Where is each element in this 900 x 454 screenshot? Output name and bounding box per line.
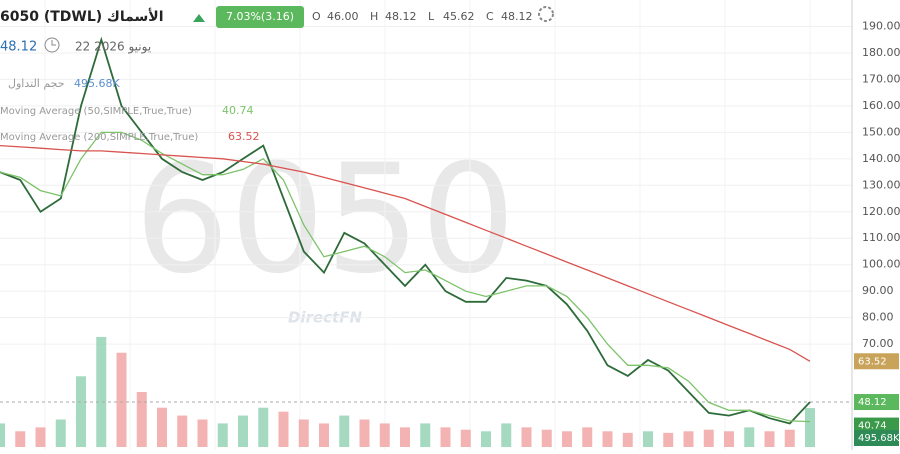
volume-bar xyxy=(724,431,734,447)
volume-bar xyxy=(197,419,208,447)
ohlc-key: C xyxy=(486,10,494,23)
volume-bar xyxy=(440,427,451,447)
volume-bar xyxy=(481,431,491,447)
volume-bar xyxy=(683,431,694,447)
volume-bar xyxy=(55,419,66,447)
volume-bar xyxy=(319,423,329,447)
price-badge xyxy=(854,430,899,446)
volume-bar xyxy=(217,423,228,447)
ohlc: O 46.00 H 48.12 L 45.62 C 48.12 xyxy=(312,10,533,23)
date: 22 يونيو 2026 xyxy=(75,40,151,55)
volume-legend: حجم التداول xyxy=(8,77,65,90)
axis-panel xyxy=(853,0,900,450)
series-line xyxy=(0,144,811,362)
y-tick-label: 160.00 xyxy=(862,99,900,112)
price-badge-label: 63.52 xyxy=(858,356,887,367)
ohlc-key: H xyxy=(370,10,378,23)
legend-value: 40.74 xyxy=(222,104,254,117)
volume-bar xyxy=(521,427,532,447)
volume-bar xyxy=(784,429,795,447)
y-tick-label: 110.00 xyxy=(862,231,900,244)
volume-bar xyxy=(643,431,653,447)
price-badge-label: 40.74 xyxy=(858,421,887,432)
ohlc-key: L xyxy=(428,10,435,23)
volume-bar xyxy=(359,419,370,447)
volume-bar xyxy=(379,423,390,447)
price-badge-label: 48.12 xyxy=(858,397,887,408)
volume-bar xyxy=(278,411,289,447)
ohlc-value: 45.62 xyxy=(443,10,475,23)
y-tick-label: 80.00 xyxy=(862,311,894,324)
volume-bar xyxy=(116,352,127,447)
y-tick-label: 170.00 xyxy=(862,72,900,85)
y-tick-label: 130.00 xyxy=(862,178,900,191)
volume-bar xyxy=(298,419,309,447)
y-tick-label: 70.00 xyxy=(862,337,894,350)
volume-bar xyxy=(420,423,431,447)
y-tick-label: 120.00 xyxy=(862,205,900,218)
volume-bar xyxy=(157,407,167,447)
price-badge xyxy=(854,353,899,370)
volume-bar xyxy=(339,415,350,447)
volume-bar xyxy=(76,376,86,447)
volume-bar xyxy=(136,392,147,447)
volume-bar xyxy=(400,427,410,447)
volume-bar xyxy=(622,432,633,447)
clock-icon xyxy=(44,37,60,53)
y-tick-label: 100.00 xyxy=(862,258,900,271)
volume-bar xyxy=(35,427,46,447)
ohlc-value: 48.12 xyxy=(501,10,533,23)
legend-label: Moving Average (50,SIMPLE,True,True) xyxy=(0,106,192,117)
series-line xyxy=(0,131,811,423)
change-box xyxy=(216,6,304,28)
settings-icon[interactable] xyxy=(538,6,554,22)
volume-bar xyxy=(744,427,755,447)
symbol: 6050 (TDWL) الأسماك xyxy=(0,8,164,25)
volume-bar xyxy=(258,407,269,447)
price-badge xyxy=(854,417,899,434)
volume-bar xyxy=(177,415,188,447)
clock-hand xyxy=(51,40,56,46)
change: 7.03%(3.16) xyxy=(226,10,294,23)
volume-bar xyxy=(602,431,613,447)
volume-bar xyxy=(663,432,674,447)
volume-bar xyxy=(582,427,593,447)
legend: حجم التداول 495.68K Moving Average (50,SIM… xyxy=(0,77,260,143)
volume-bar xyxy=(541,429,552,447)
ohlc-value: 46.00 xyxy=(327,10,359,23)
legend-value: 63.52 xyxy=(228,130,260,143)
last-price: 48.12 xyxy=(0,40,37,55)
y-tick-label: 190.00 xyxy=(862,19,900,32)
ohlc-key: O xyxy=(312,10,321,23)
volume-bar xyxy=(0,423,5,447)
y-tick-label: 140.00 xyxy=(862,152,900,165)
volume-bar xyxy=(96,337,107,447)
volume-bar xyxy=(764,431,775,447)
volume-bar xyxy=(501,423,512,447)
y-tick-label: 150.00 xyxy=(862,125,900,138)
volume-bar xyxy=(703,429,714,447)
watermark: 6050 xyxy=(134,133,516,307)
price-badge xyxy=(854,394,899,411)
y-tick-label: 90.00 xyxy=(862,284,894,297)
volume-bar xyxy=(15,431,26,447)
volume-bar xyxy=(460,429,471,447)
up-arrow xyxy=(193,14,205,22)
y-axis: 70.00 80.00 90.00 100.00 110.00 120.00 130.00 1… xyxy=(854,19,900,446)
legend-label: Moving Average (200,SIMPLE,True,True) xyxy=(0,132,198,143)
y-tick-label: 180.00 xyxy=(862,46,900,59)
volume-bar xyxy=(238,415,248,447)
volume-legend-value: 495.68K xyxy=(74,77,120,90)
price-badge-label: 495.68K xyxy=(858,433,900,444)
volume-bar xyxy=(805,408,815,447)
ohlc-value: 48.12 xyxy=(385,10,417,23)
volume-bar xyxy=(562,431,572,447)
series-line xyxy=(0,36,811,425)
plot xyxy=(0,0,852,450)
